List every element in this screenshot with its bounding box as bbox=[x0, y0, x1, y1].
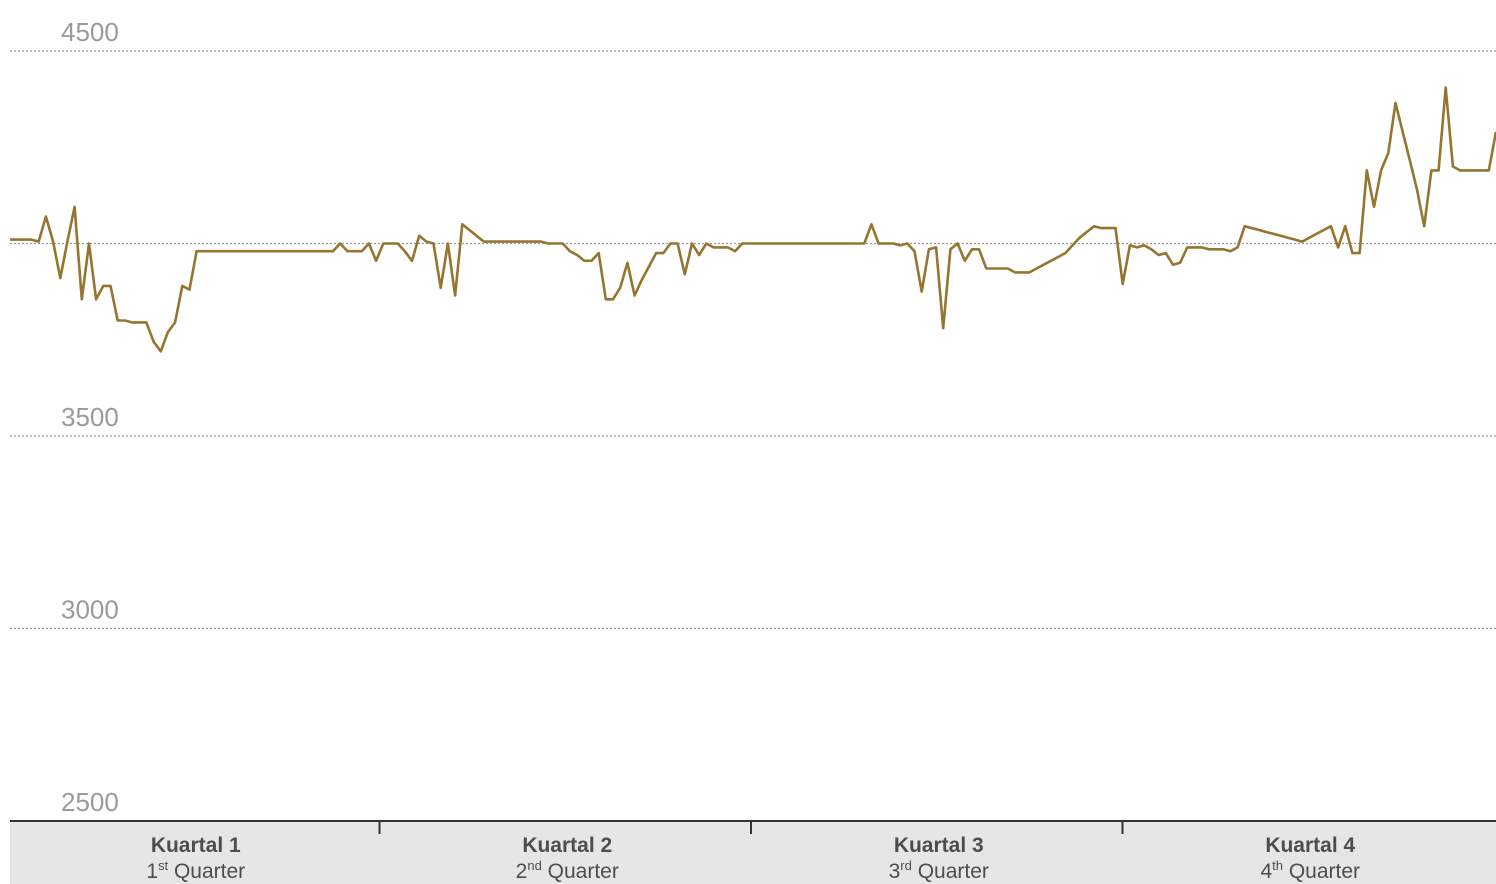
x-category-subtitle: 3rd Quarter bbox=[889, 858, 989, 883]
x-category-title: Kuartal 3 bbox=[894, 834, 984, 857]
gridlines bbox=[10, 50, 1496, 630]
series-line bbox=[10, 86, 1496, 353]
x-category-subtitle: 2nd Quarter bbox=[516, 858, 619, 883]
x-axis-band-background bbox=[10, 822, 1496, 884]
y-tick-label-2500: 2500 bbox=[61, 787, 119, 817]
x-category-title: Kuartal 4 bbox=[1265, 834, 1355, 857]
y-tick-label-3500: 3500 bbox=[61, 402, 119, 432]
data-series bbox=[10, 86, 1496, 353]
y-tick-label-4500: 4500 bbox=[61, 17, 119, 47]
x-category-title: Kuartal 2 bbox=[522, 834, 612, 857]
x-category-subtitle: 4th Quarter bbox=[1260, 858, 1360, 883]
y-tick-label-3000: 3000 bbox=[61, 595, 119, 625]
y-axis-tick-labels: 2500 3000 3500 4500 bbox=[61, 17, 119, 817]
x-category-subtitle: 1st Quarter bbox=[146, 858, 245, 883]
x-category-title: Kuartal 1 bbox=[151, 834, 241, 857]
